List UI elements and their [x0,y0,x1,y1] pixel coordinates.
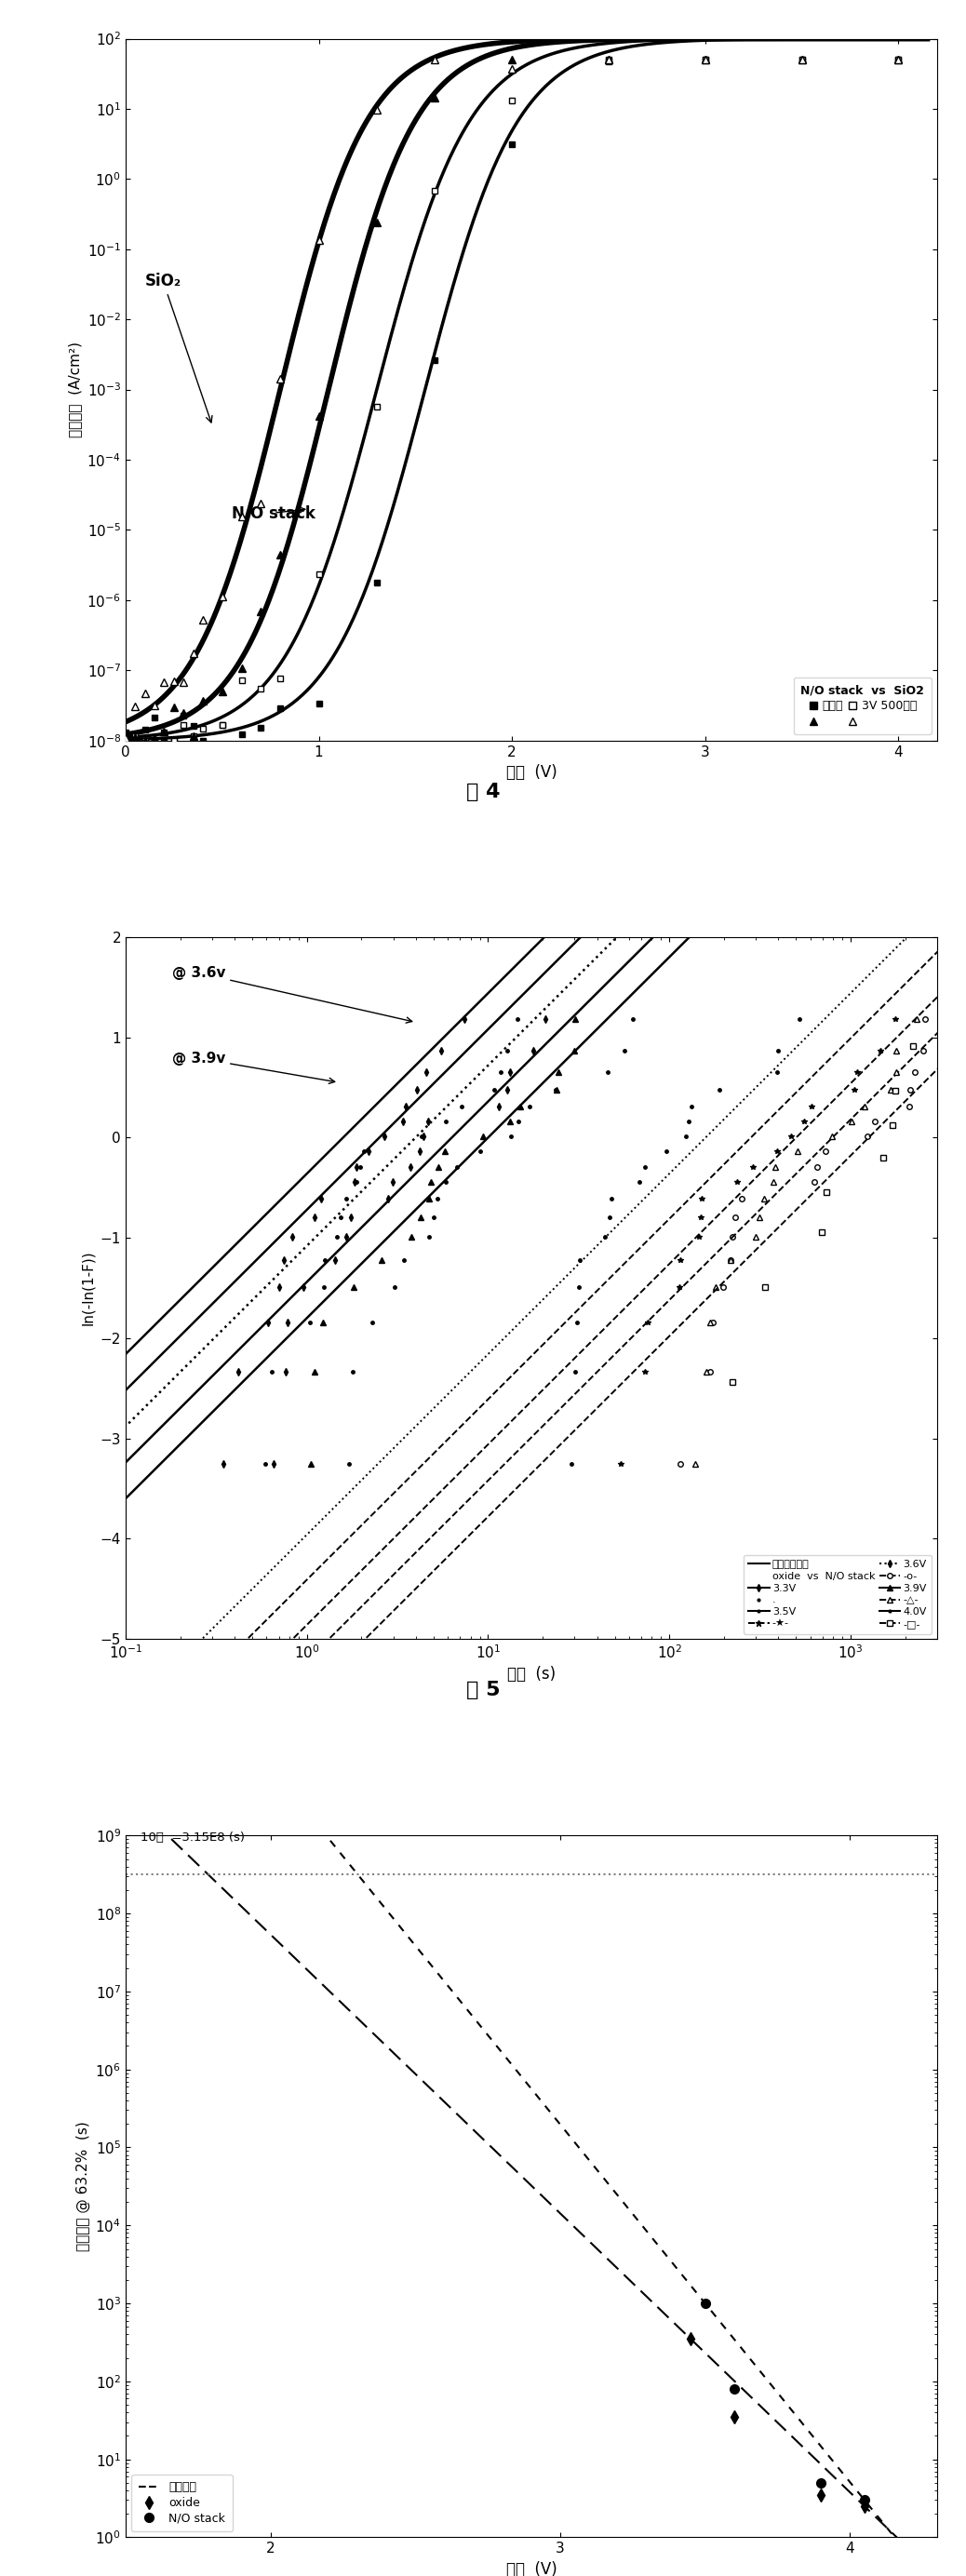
Text: N/O stack: N/O stack [232,505,316,520]
Legend: 时变击穿特性, oxide  vs  N/O stack, 3.3V, ., 3.5V, -★-, 3.6V, -o-, 3.9V, -△-, 4.0V, -□: 时变击穿特性, oxide vs N/O stack, 3.3V, ., 3.5… [744,1556,932,1633]
X-axis label: 栅压  (V): 栅压 (V) [506,765,556,781]
Text: 图 4: 图 4 [466,783,500,801]
Y-axis label: 击穿寿命 @ 63.2%  (s): 击穿寿命 @ 63.2% (s) [76,2123,90,2251]
Y-axis label: ln(-ln(1-F)): ln(-ln(1-F)) [81,1249,95,1327]
Text: 图 5: 图 5 [466,1680,500,1700]
Text: 10年  =3.15E8 (s): 10年 =3.15E8 (s) [140,1832,244,1844]
Text: @ 3.9v: @ 3.9v [172,1051,335,1084]
Legend: 寿命预测, oxide, N/O stack: 寿命预测, oxide, N/O stack [131,2476,232,2532]
X-axis label: 时间  (s): 时间 (s) [507,1667,555,1682]
Y-axis label: 泄漏密度  (A/cm²): 泄漏密度 (A/cm²) [68,343,82,438]
Text: SiO₂: SiO₂ [145,273,213,422]
Text: @ 3.6v: @ 3.6v [172,966,412,1023]
X-axis label: 栅压  (V): 栅压 (V) [506,2561,556,2576]
Legend: 应力前, , 3V 500秒后, : 应力前, , 3V 500秒后, [794,677,931,734]
